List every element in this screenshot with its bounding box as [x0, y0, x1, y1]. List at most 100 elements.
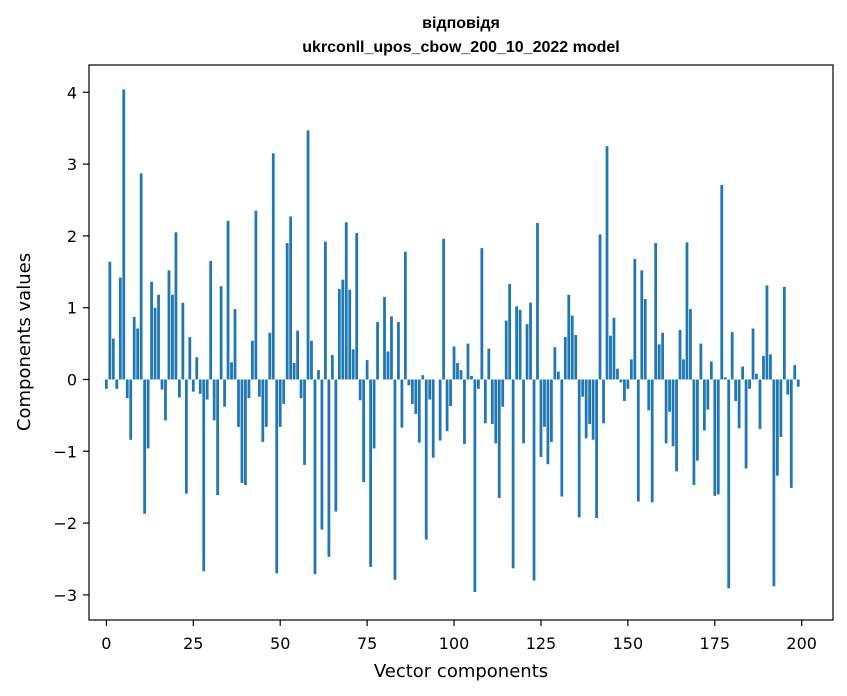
bar	[362, 379, 366, 483]
bar	[264, 379, 268, 427]
bar	[108, 261, 112, 380]
bar	[473, 379, 477, 592]
bar	[233, 309, 237, 380]
bar	[741, 366, 744, 380]
bar	[765, 285, 769, 380]
bar	[292, 362, 296, 380]
x-tick-label: 175	[700, 634, 731, 653]
bar	[400, 379, 404, 428]
bar	[623, 379, 626, 402]
bar	[365, 360, 369, 380]
bar	[629, 359, 633, 380]
x-axis-ticks: 0 25 50 75 100 125 150 175 200	[101, 620, 817, 653]
bar	[344, 222, 348, 380]
bar	[605, 146, 609, 380]
bar	[355, 233, 359, 380]
bar	[212, 379, 216, 421]
bar	[675, 379, 678, 472]
bar	[529, 302, 532, 380]
bar	[577, 379, 581, 518]
bar	[104, 379, 108, 389]
bar	[581, 379, 585, 397]
bar	[782, 286, 786, 380]
bar	[257, 379, 261, 397]
y-tick-label: −3	[53, 586, 77, 605]
bar	[775, 379, 779, 476]
bar	[539, 379, 543, 458]
bar	[748, 379, 751, 389]
bar	[348, 289, 352, 380]
bar	[591, 379, 595, 440]
bar	[174, 232, 178, 380]
bar	[431, 379, 435, 458]
bar	[584, 379, 588, 439]
bar	[626, 379, 630, 389]
bar	[755, 373, 758, 380]
bar	[650, 379, 654, 503]
bar	[612, 317, 616, 380]
bar	[560, 379, 564, 497]
y-tick-label: 1	[67, 299, 77, 318]
bar	[511, 379, 515, 569]
bar	[525, 324, 529, 380]
plot-frame	[88, 64, 834, 621]
bar	[244, 379, 247, 486]
bar	[696, 379, 699, 461]
bar	[171, 294, 174, 380]
bar	[230, 362, 233, 380]
bar	[616, 368, 619, 380]
bar	[310, 340, 313, 380]
bar	[445, 379, 449, 432]
y-tick-label: −1	[53, 442, 77, 461]
bar	[470, 375, 473, 380]
bar	[640, 270, 644, 380]
bar	[372, 379, 376, 449]
bar	[518, 309, 522, 380]
bar	[216, 379, 220, 496]
bar	[595, 379, 598, 519]
bar	[226, 220, 230, 380]
bar	[358, 379, 362, 401]
bar	[407, 379, 411, 386]
bar	[198, 379, 202, 394]
bar	[737, 379, 741, 429]
bar	[515, 306, 519, 380]
bar	[762, 355, 765, 380]
bar	[720, 184, 724, 380]
bar	[289, 216, 293, 380]
bar	[424, 379, 428, 540]
bar	[303, 379, 306, 465]
x-tick-label: 75	[357, 634, 377, 653]
bar	[657, 344, 661, 380]
bar	[299, 379, 303, 399]
bar	[268, 332, 272, 380]
bar	[237, 379, 240, 427]
bar	[136, 328, 140, 380]
bar	[567, 294, 571, 380]
bar	[184, 379, 188, 494]
bar	[324, 241, 327, 380]
bar	[796, 379, 800, 387]
bar	[115, 379, 119, 389]
bar	[209, 261, 213, 380]
x-tick-label: 125	[526, 634, 557, 653]
bar	[619, 379, 623, 383]
bar	[553, 347, 557, 380]
y-axis-ticks: −3 −2 −1 0 1 2 3 4	[53, 83, 89, 605]
bar	[588, 379, 592, 424]
bar	[609, 335, 612, 380]
bar	[313, 379, 317, 575]
bar	[727, 379, 731, 589]
bar	[390, 316, 393, 380]
chart-title-line-2: ukrconll_upos_cbow_200_10_2022 model	[302, 39, 619, 56]
bar	[383, 296, 386, 380]
x-tick-label: 150	[613, 634, 644, 653]
bar	[320, 379, 324, 530]
bar	[793, 365, 797, 380]
bar	[386, 351, 390, 380]
bar	[164, 379, 167, 421]
bar	[428, 379, 432, 400]
bar	[122, 89, 126, 380]
bar	[285, 243, 289, 380]
bar	[668, 379, 671, 412]
